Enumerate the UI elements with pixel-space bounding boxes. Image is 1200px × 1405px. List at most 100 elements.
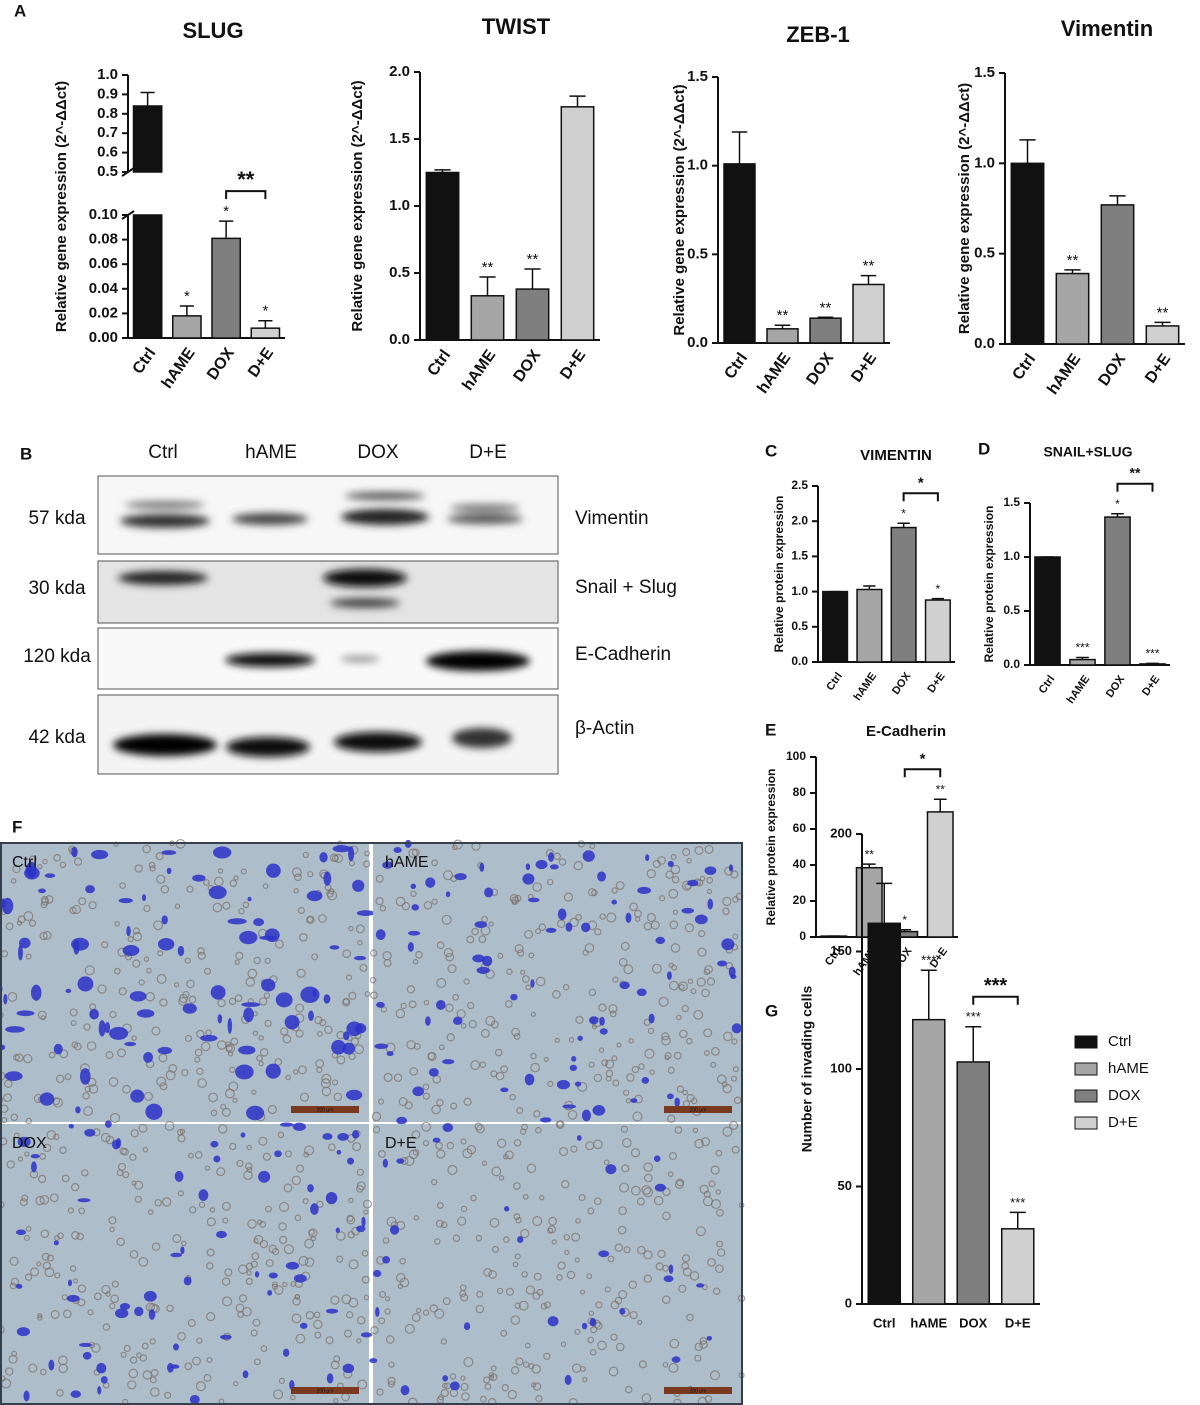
pore: [138, 979, 145, 986]
pore: [535, 976, 546, 987]
pore: [474, 1122, 483, 1131]
pore: [484, 1383, 492, 1391]
pore: [348, 1259, 359, 1270]
stained-cell: [410, 883, 417, 890]
error-bar: [965, 1025, 982, 1062]
stained-cell: [227, 1017, 233, 1034]
pore: [607, 1255, 615, 1263]
pore: [526, 1163, 537, 1174]
pore: [514, 894, 522, 902]
pore: [132, 959, 141, 968]
y-tick-label: 0.0: [687, 334, 708, 351]
pore: [37, 1313, 43, 1319]
stained-cell: [369, 1358, 378, 1364]
stained-cell: [227, 918, 247, 925]
stained-cell: [114, 1308, 129, 1319]
pore: [184, 1034, 193, 1042]
pore: [659, 895, 666, 902]
pore: [699, 1184, 709, 1195]
stained-cell: [68, 1123, 74, 1129]
pore: [149, 1338, 156, 1345]
pore: [605, 1069, 614, 1078]
pore: [204, 1165, 211, 1171]
pore: [487, 1397, 497, 1405]
pore: [504, 1150, 514, 1160]
pore: [664, 1054, 670, 1061]
pore: [83, 1106, 94, 1116]
stained-cell: [597, 871, 606, 882]
significance: **: [936, 782, 946, 796]
pore: [540, 1303, 548, 1310]
pore: [173, 982, 180, 988]
error-bar: [1109, 195, 1126, 205]
pore: [395, 1008, 406, 1019]
stained-cell: [517, 1236, 524, 1244]
pore: [151, 1026, 161, 1036]
pore: [555, 1120, 565, 1129]
pore: [516, 1106, 524, 1115]
pore: [682, 1254, 690, 1263]
stained-cell: [96, 1362, 107, 1374]
pore: [77, 1298, 86, 1307]
stained-cell: [308, 1010, 314, 1021]
pore: [563, 892, 574, 902]
bar: [723, 163, 756, 344]
pore: [130, 1129, 139, 1138]
pore: [568, 1037, 575, 1043]
stained-cell: [23, 1390, 30, 1402]
pore: [633, 909, 642, 918]
stained-cell: [360, 1332, 373, 1338]
stained-cell: [268, 1272, 278, 1279]
pore: [649, 1069, 655, 1075]
scale-bar-label: 200 μm: [317, 1107, 334, 1113]
stained-cell: [666, 971, 672, 980]
pore: [246, 1270, 252, 1276]
pore: [138, 1256, 149, 1267]
pore: [732, 933, 739, 940]
pore: [342, 949, 352, 959]
pore: [174, 903, 181, 910]
pore: [638, 1063, 645, 1070]
pore: [662, 1187, 671, 1197]
stained-cell: [177, 945, 185, 957]
stained-cell: [717, 960, 728, 967]
stained-cell: [671, 1356, 681, 1363]
pore: [10, 1277, 20, 1287]
x-tick-label: hAME: [754, 350, 794, 397]
y-tick-label: 50: [838, 1178, 852, 1193]
pore: [599, 913, 606, 920]
bar: [1104, 516, 1131, 666]
pore: [139, 1354, 148, 1362]
pore: [674, 1126, 683, 1134]
pore: [187, 1318, 196, 1328]
pore: [54, 1272, 61, 1279]
pore: [196, 1067, 204, 1076]
pore: [731, 1038, 738, 1045]
pore: [625, 1385, 633, 1394]
x-tick-label: D+E: [1140, 674, 1162, 699]
pore: [622, 1137, 632, 1148]
pore: [708, 1180, 716, 1188]
significance: *: [184, 288, 190, 305]
protein-label: Snail + Slug: [575, 577, 677, 598]
lane-label: D+E: [469, 442, 507, 463]
chart-title: SLUG: [182, 18, 243, 43]
pore: [609, 1010, 617, 1018]
pore: [409, 1067, 418, 1076]
bar: [766, 328, 799, 344]
pore: [543, 1352, 551, 1360]
pore: [357, 1379, 368, 1390]
stained-cell: [5, 1026, 25, 1033]
y-tick-label: 0.5: [97, 163, 118, 180]
bracket-label: *: [920, 750, 926, 767]
error-bar: [920, 969, 937, 1020]
stained-cell: [645, 854, 650, 862]
pore: [120, 1351, 127, 1358]
pore: [643, 1274, 653, 1284]
error-bar: [862, 863, 876, 868]
pore: [722, 1031, 733, 1042]
pore: [247, 1219, 257, 1229]
pore: [250, 1329, 258, 1337]
pore: [694, 1342, 704, 1351]
bracket: [1116, 482, 1154, 492]
